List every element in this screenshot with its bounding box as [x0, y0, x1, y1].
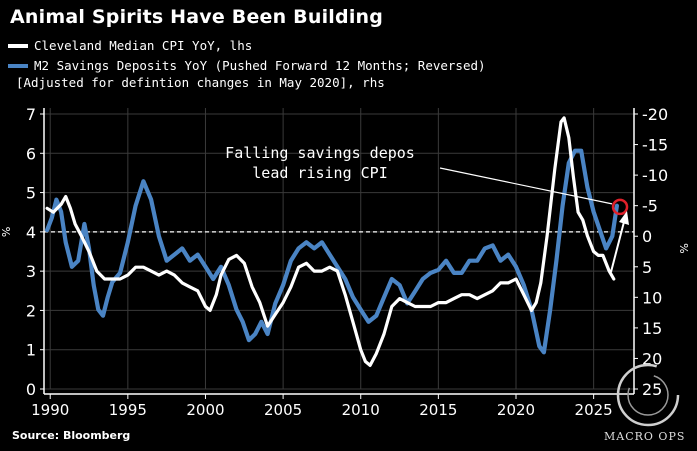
trend-arrow-head [619, 211, 629, 225]
right-tick-label: 5 [642, 258, 652, 277]
left-tick-label: 4 [26, 223, 36, 242]
right-tick-label: -15 [642, 136, 668, 155]
left-tick-label: 2 [26, 301, 36, 320]
series-line-cpi [45, 116, 616, 367]
x-tick-label: 2010 [342, 401, 380, 419]
annotation-pointer-line [439, 167, 613, 205]
left-tick-label: 7 [26, 105, 36, 124]
source-note: Source: Bloomberg [12, 429, 131, 442]
annotation-line-2: lead rising CPI [252, 164, 388, 182]
x-tick-label: 2000 [186, 401, 224, 419]
x-tick-label: 2020 [497, 401, 535, 419]
series-line-m2 [45, 148, 619, 355]
x-tick-label: 1995 [109, 401, 147, 419]
gridlines [44, 108, 634, 390]
legend-label-m2: M2 Savings Deposits YoY (Pushed Forward … [34, 58, 486, 73]
macro-ops-logo [616, 363, 680, 427]
x-tick-label: 1990 [31, 401, 69, 419]
chart-title: Animal Spirits Have Been Building [10, 6, 384, 28]
right-tick-label: -20 [642, 105, 668, 124]
left-tick-label: 0 [26, 380, 36, 399]
annotation-layer [439, 167, 629, 273]
legend-swatch-cpi [8, 44, 28, 48]
x-tick-label: 2005 [264, 401, 302, 419]
right-tick-label: 15 [642, 319, 662, 338]
left-tick-label: 1 [26, 341, 36, 360]
highlight-circle [611, 198, 629, 216]
right-axis-label: % [678, 243, 691, 253]
right-tick-label: 10 [642, 288, 662, 307]
legend-label-m2-line2: [Adjusted for defintion changes in May 2… [16, 75, 385, 90]
watermark-label: MACRO OPS [604, 430, 686, 443]
legend-item-cpi: Cleveland Median CPI YoY, lhs [8, 37, 308, 54]
annotation-line-1: Falling savings depos [225, 144, 415, 162]
trend-arrow-shaft [610, 217, 626, 273]
left-tick-label: 6 [26, 144, 36, 163]
legend-item-m2: M2 Savings Deposits YoY (Pushed Forward … [8, 57, 538, 91]
left-tick-label: 5 [26, 184, 36, 203]
x-tick-label: 2015 [419, 401, 457, 419]
right-tick-label: 20 [642, 349, 662, 368]
right-tick-label: 25 [642, 380, 662, 399]
right-tick-label: 0 [642, 227, 652, 246]
right-tick-label: -10 [642, 166, 668, 185]
x-tick-label: 2025 [575, 401, 613, 419]
legend-label-cpi: Cleveland Median CPI YoY, lhs [34, 38, 253, 53]
series-layer [45, 116, 619, 367]
right-tick-label: -5 [642, 197, 658, 216]
legend-swatch-m2 [8, 64, 28, 68]
annotation-text: Falling savings depos lead rising CPI [200, 143, 440, 183]
left-axis-label: % [0, 227, 13, 237]
left-tick-label: 3 [26, 262, 36, 281]
